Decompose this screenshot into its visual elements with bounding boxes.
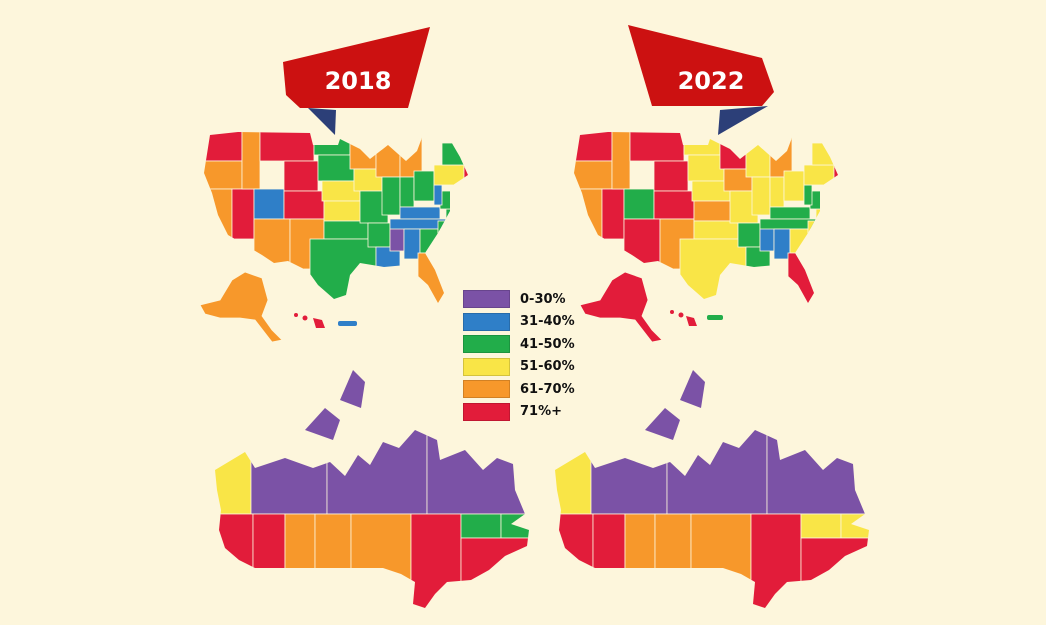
legend-swatch <box>463 402 510 421</box>
legend-item: 71%+ <box>463 401 575 424</box>
legend-swatch <box>463 380 510 399</box>
legend-swatch <box>463 290 510 309</box>
hawaii-2022 <box>670 310 697 326</box>
year-label-2022: 2022 <box>678 67 745 95</box>
legend-label: 31-40% <box>520 314 575 330</box>
puerto-rico-2018 <box>338 321 357 326</box>
legend-label: 41-50% <box>520 336 575 352</box>
canada-map-2022 <box>555 370 869 608</box>
legend-item: 31-40% <box>463 311 575 334</box>
alaska-2022 <box>579 271 663 343</box>
legend-item: 41-50% <box>463 333 575 356</box>
legend-label: 61-70% <box>520 381 575 397</box>
year-banner-2018: 2018 <box>283 27 430 135</box>
legend-swatch <box>463 312 510 331</box>
legend-label: 71%+ <box>520 404 563 420</box>
legend-item: 61-70% <box>463 378 575 401</box>
year-banner-2022: 2022 <box>628 25 774 135</box>
legend-label: 0-30% <box>520 291 566 307</box>
legend-item: 0-30% <box>463 288 575 311</box>
legend-label: 51-60% <box>520 359 575 375</box>
hawaii-2018 <box>294 313 325 328</box>
legend-swatch <box>463 335 510 354</box>
legend-item: 51-60% <box>463 356 575 379</box>
color-legend: 0-30% 31-40% 41-50% 51-60% 61-70% 71%+ <box>463 288 575 423</box>
alaska-2018 <box>199 271 283 343</box>
legend-swatch <box>463 357 510 376</box>
puerto-rico-2022 <box>707 315 723 320</box>
year-label-2018: 2018 <box>325 67 392 95</box>
